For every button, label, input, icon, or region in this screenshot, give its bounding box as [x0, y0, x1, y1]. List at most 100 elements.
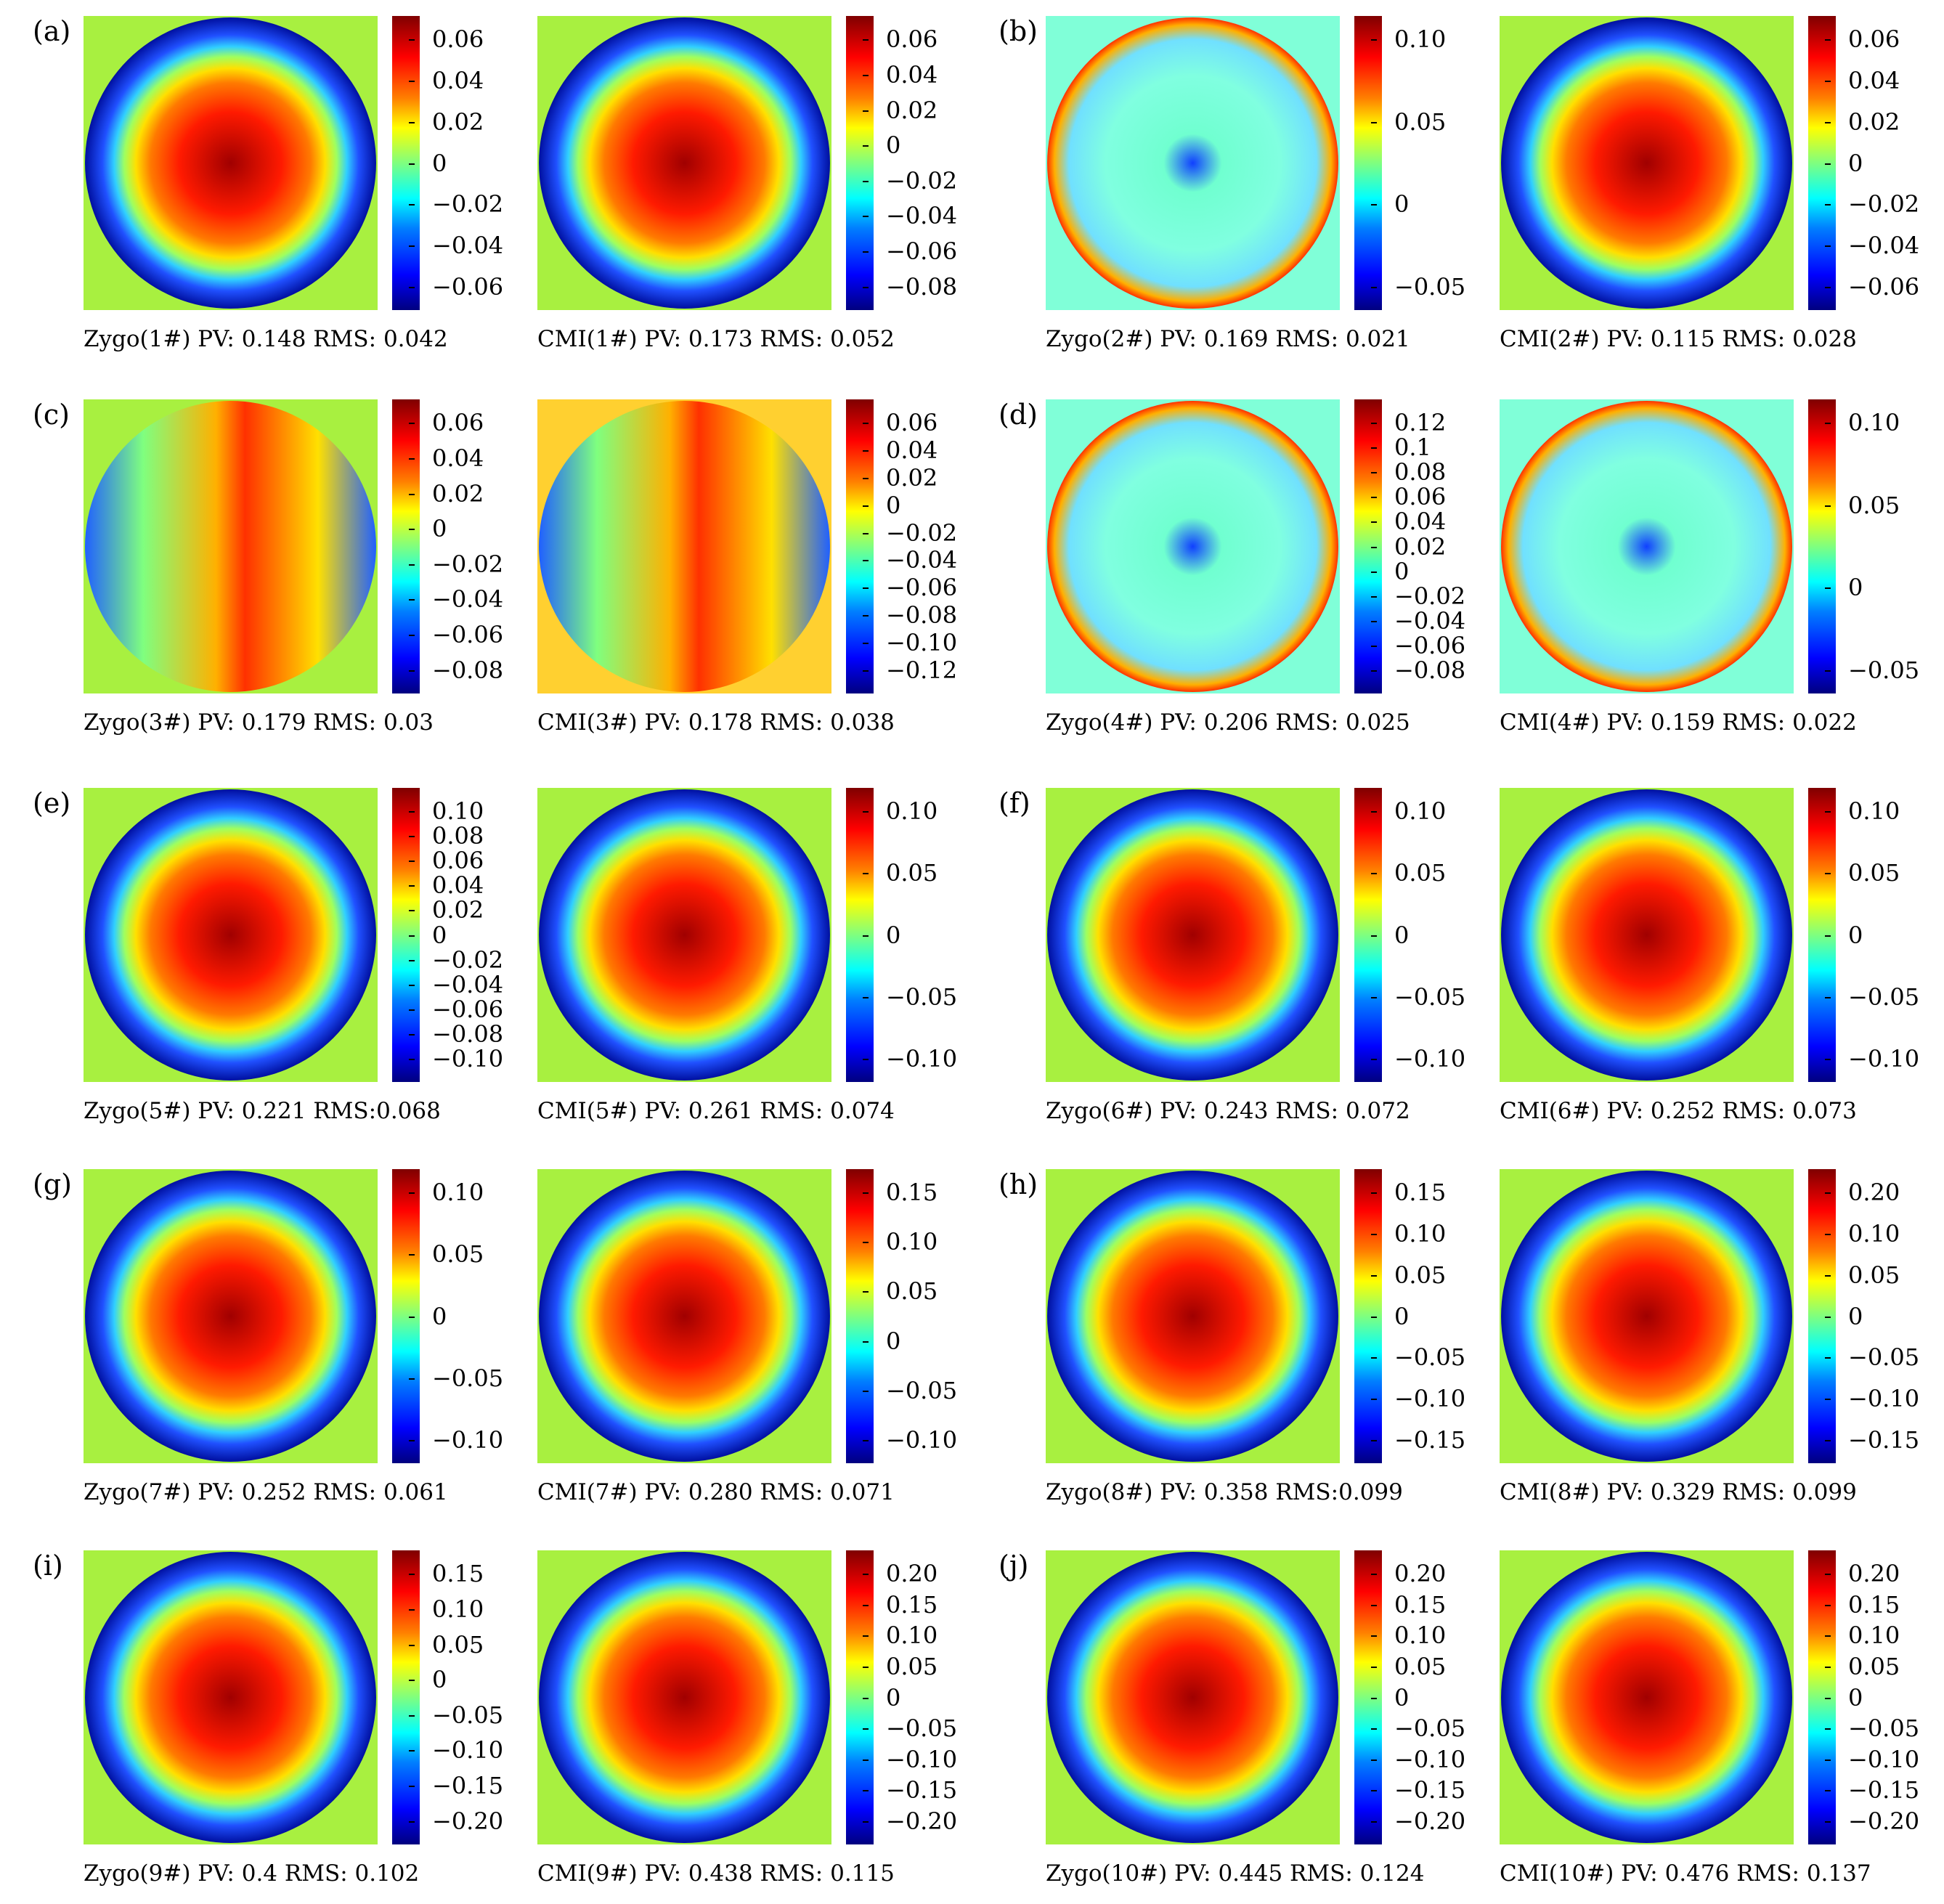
- colorbar-tick-label: −0.15: [862, 1776, 958, 1805]
- colorbar-tick-label: −0.05: [408, 1364, 504, 1392]
- colorbar-tick-label: −0.05: [1824, 1714, 1920, 1743]
- colorbar-tick-label: 0.04: [862, 436, 938, 465]
- surface-map-svg: [537, 788, 831, 1082]
- panel-label: (e): [33, 787, 71, 819]
- map-aperture: [1501, 401, 1792, 692]
- colorbar-tick-label: 0.10: [1824, 1622, 1900, 1650]
- colorbar-tick-label: −0.10: [862, 628, 958, 656]
- colorbar-tick-label: 0.12: [1370, 409, 1447, 437]
- surface-map-svg: [1500, 1550, 1794, 1844]
- map-caption: Zygo(5#) PV: 0.221 RMS:0.068: [84, 1098, 441, 1124]
- colorbar-tick-label: −0.05: [1370, 1343, 1466, 1372]
- surface-map-svg: [537, 16, 831, 310]
- colorbar: [846, 399, 874, 693]
- map-caption: Zygo(3#) PV: 0.179 RMS: 0.03: [84, 709, 434, 736]
- colorbar-tick-label: 0.05: [408, 1630, 484, 1659]
- map-aperture: [1501, 789, 1792, 1081]
- surface-map-svg: [1046, 399, 1340, 693]
- surface-map: [84, 16, 378, 310]
- colorbar-tick-label: −0.06: [1370, 631, 1466, 659]
- colorbar-tick-label: 0.05: [862, 859, 938, 887]
- surface-map: [1046, 1169, 1340, 1463]
- colorbar-tick-label: 0: [1370, 557, 1410, 585]
- colorbar-tick-label: 0.02: [408, 896, 484, 924]
- colorbar-tick-label: −0.02: [1824, 190, 1920, 219]
- colorbar-tick-label: 0.10: [862, 1622, 938, 1650]
- colorbar-tick-label: 0.06: [408, 409, 484, 437]
- colorbar-tick-label: −0.10: [1824, 1384, 1920, 1412]
- colorbar-tick-label: 0.05: [1370, 107, 1447, 136]
- colorbar-tick-label: 0.02: [862, 464, 938, 492]
- map-aperture: [1047, 1552, 1338, 1843]
- colorbar-tick-label: 0.10: [1370, 1622, 1447, 1650]
- colorbar: [1354, 788, 1382, 1082]
- colorbar: [1808, 16, 1836, 310]
- colorbar-tick-label: 0.08: [1370, 458, 1447, 487]
- colorbar-tick-label: −0.10: [862, 1745, 958, 1773]
- colorbar-tick-label: −0.20: [1370, 1807, 1466, 1835]
- colorbar-tick-label: 0.20: [1824, 1560, 1900, 1588]
- surface-map-svg: [1046, 1169, 1340, 1463]
- colorbar-tick-label: −0.12: [862, 656, 958, 684]
- colorbar-tick-label: 0.15: [862, 1590, 938, 1619]
- colorbar-tick-label: 0.05: [1370, 1261, 1447, 1289]
- colorbar: [846, 788, 874, 1082]
- colorbar: [1354, 1169, 1382, 1463]
- colorbar-tick-label: 0.20: [1824, 1179, 1900, 1207]
- colorbar-tick-label: 0.05: [1370, 859, 1447, 887]
- colorbar: [846, 1169, 874, 1463]
- colorbar-tick-label: 0.10: [862, 797, 938, 826]
- map-caption: CMI(5#) PV: 0.261 RMS: 0.074: [537, 1098, 895, 1124]
- panel-label: (j): [999, 1550, 1029, 1582]
- surface-map: [537, 16, 831, 310]
- colorbar-tick-label: 0.10: [1824, 409, 1900, 437]
- colorbar-tick-label: 0.04: [862, 61, 938, 89]
- map-aperture: [1047, 1171, 1338, 1462]
- colorbar-tick-label: 0.10: [1824, 1220, 1900, 1248]
- map-aperture: [1047, 17, 1338, 309]
- surface-map: [84, 788, 378, 1082]
- colorbar-tick-label: −0.06: [1824, 272, 1920, 301]
- surface-map: [537, 1169, 831, 1463]
- colorbar-tick-label: 0.15: [862, 1179, 938, 1207]
- colorbar: [392, 1169, 420, 1463]
- panel-label: (d): [999, 399, 1038, 431]
- colorbar-tick-label: −0.04: [862, 546, 958, 574]
- surface-map-svg: [537, 1550, 831, 1844]
- surface-map: [1046, 16, 1340, 310]
- surface-map: [1500, 399, 1794, 693]
- map-aperture: [85, 789, 376, 1081]
- colorbar-tick-label: 0.15: [408, 1560, 484, 1588]
- colorbar-tick-label: 0.06: [1370, 483, 1447, 511]
- colorbar-tick-label: 0: [1370, 921, 1410, 949]
- colorbar-tick-label: −0.04: [408, 970, 504, 998]
- colorbar-tick-label: −0.10: [862, 1044, 958, 1073]
- colorbar-tick-label: −0.04: [862, 202, 958, 230]
- map-caption: Zygo(6#) PV: 0.243 RMS: 0.072: [1046, 1098, 1410, 1124]
- colorbar-tick-label: −0.10: [408, 1425, 504, 1454]
- colorbar: [1808, 788, 1836, 1082]
- map-caption: CMI(9#) PV: 0.438 RMS: 0.115: [537, 1860, 895, 1887]
- colorbar-tick-label: 0.05: [1824, 1652, 1900, 1680]
- colorbar-tick-label: −0.10: [862, 1425, 958, 1454]
- surface-map-svg: [1046, 788, 1340, 1082]
- colorbar-tick-label: −0.02: [408, 550, 504, 578]
- colorbar-tick-label: 0.1: [1371, 434, 1431, 462]
- colorbar-tick-label: −0.05: [1370, 982, 1466, 1011]
- map-caption: Zygo(7#) PV: 0.252 RMS: 0.061: [84, 1479, 448, 1505]
- colorbar-tick-label: 0: [1824, 574, 1863, 602]
- map-caption: Zygo(8#) PV: 0.358 RMS:0.099: [1046, 1479, 1403, 1505]
- map-aperture: [539, 1552, 830, 1843]
- map-aperture: [1047, 789, 1338, 1081]
- surface-map: [1046, 788, 1340, 1082]
- colorbar-tick-label: −0.08: [1370, 656, 1466, 684]
- colorbar-tick-label: −0.08: [408, 1020, 504, 1048]
- colorbar-tick-label: 0: [1370, 190, 1410, 219]
- colorbar-tick-label: 0: [862, 921, 901, 949]
- surface-map-svg: [84, 16, 378, 310]
- colorbar-tick-label: 0.10: [1370, 25, 1447, 54]
- colorbar-tick-label: 0.05: [1824, 1261, 1900, 1289]
- colorbar-tick-label: 0.04: [408, 67, 484, 95]
- colorbar-tick-label: 0.06: [1824, 25, 1900, 54]
- colorbar-tick-label: 0.04: [1370, 508, 1447, 536]
